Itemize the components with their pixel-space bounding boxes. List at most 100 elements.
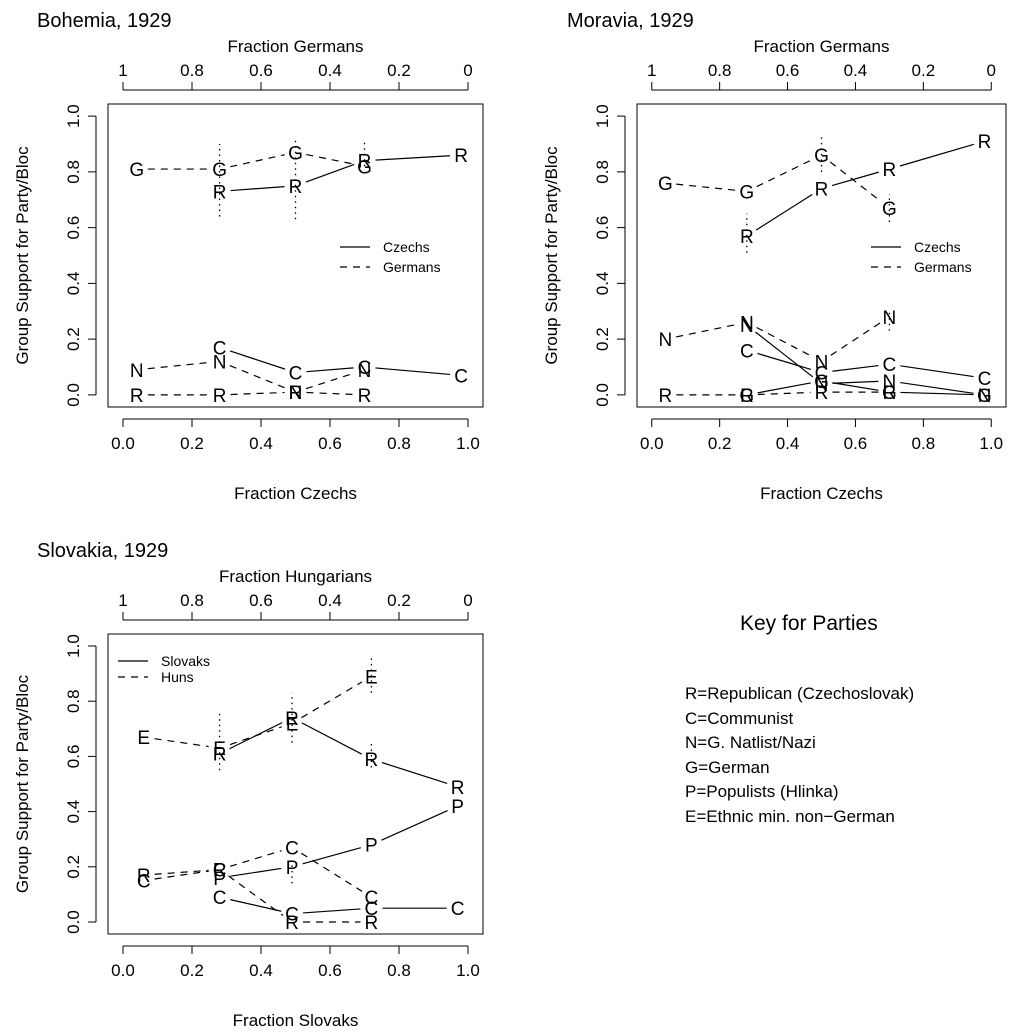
point-label-N: N: [815, 375, 829, 396]
y-tick-label: 1.0: [593, 104, 612, 128]
top-tick-label: 0.2: [387, 591, 411, 610]
party-key-item: P=Populists (Hlinka): [685, 782, 839, 801]
series-line-R: [301, 722, 362, 755]
y-tick-label: 0.2: [64, 327, 83, 351]
y-axis-label: Group Support for Party/Bloc: [13, 674, 32, 893]
point-label-G: G: [814, 372, 829, 393]
series-line-R: [757, 391, 811, 396]
series-line-R: [899, 143, 975, 167]
y-tick-label: 0.8: [593, 160, 612, 184]
x-tick-label: 0.2: [180, 961, 204, 980]
y-axis-label: Group Support for Party/Bloc: [542, 146, 561, 365]
point-label-C: C: [289, 364, 303, 385]
series-line-C: [900, 365, 974, 378]
point-label-R: R: [285, 709, 299, 730]
point-label-R: R: [815, 383, 829, 404]
chart-panel-0: Bohemia, 1929 0.0 0.2 0.4 0.6 0.8 1.0 Fraction …: [13, 10, 484, 503]
series-line-N: [305, 372, 355, 390]
series-line-R: [755, 193, 813, 231]
point-label-R: R: [658, 386, 672, 407]
point-label-C: C: [815, 364, 829, 385]
point-label-N: N: [740, 313, 754, 334]
top-axis-label: Fraction Hungarians: [219, 567, 372, 586]
point-label-G: G: [357, 157, 372, 178]
y-axis-label: Group Support for Party/Bloc: [13, 146, 32, 365]
plot-frame: [107, 633, 484, 935]
legend-label: Germans: [383, 259, 441, 275]
point-label-P: P: [213, 869, 226, 890]
x-tick-label: 0.0: [640, 434, 664, 453]
series-line-N: [229, 364, 286, 389]
series-line-N: [832, 380, 879, 384]
chart-panel-2: Slovakia, 1929 0.0 0.2 0.4 0.6 0.8 1.0 Fraction…: [13, 540, 484, 1030]
point-label-G: G: [129, 160, 144, 181]
y-tick-label: 1.0: [64, 104, 83, 128]
series-line-P: [230, 867, 282, 877]
top-tick-label: 0.6: [249, 591, 273, 610]
point-label-R: R: [740, 227, 754, 248]
top-tick-label: 0: [987, 61, 996, 80]
point-label-C: C: [451, 899, 465, 920]
legend-label: Germans: [914, 259, 972, 275]
top-tick-label: 0.4: [844, 61, 868, 80]
x-tick-label: 1.0: [979, 434, 1003, 453]
point-label-G: G: [288, 143, 303, 164]
series-line-N: [900, 381, 974, 394]
series-line-R: [831, 171, 879, 187]
party-key-item: R=Republican (Czechoslovak): [685, 684, 915, 703]
point-label-R: R: [130, 386, 144, 407]
series-line-N: [830, 322, 881, 356]
point-label-C: C: [883, 355, 897, 376]
point-label-R: R: [289, 177, 303, 198]
series-line-G: [900, 391, 974, 396]
plot-frame: [107, 103, 484, 408]
point-label-R: R: [358, 386, 372, 407]
y-tick-label: 0.8: [64, 689, 83, 713]
series-line-R: [305, 163, 355, 183]
legend-label: Czechs: [383, 239, 430, 255]
point-label-R: R: [289, 383, 303, 404]
series-line-C: [302, 908, 361, 914]
y-tick-label: 0.6: [64, 216, 83, 240]
series-line-C: [154, 870, 209, 880]
party-key-title: Key for Parties: [740, 612, 878, 635]
point-label-R: R: [137, 866, 151, 887]
point-label-R: R: [740, 386, 754, 407]
point-label-R: R: [365, 913, 379, 934]
point-label-N: N: [978, 386, 992, 407]
point-label-R: R: [978, 132, 992, 153]
top-tick-label: 0.8: [180, 61, 204, 80]
point-label-C: C: [740, 341, 754, 362]
series-line-P: [381, 810, 448, 841]
point-label-C: C: [137, 872, 151, 893]
top-axis-label: Fraction Germans: [227, 37, 363, 56]
y-tick-label: 0.2: [593, 327, 612, 351]
series-line-G: [676, 183, 736, 191]
x-tick-label: 0.6: [318, 434, 342, 453]
point-label-N: N: [358, 361, 372, 382]
point-label-E: E: [286, 714, 299, 735]
point-label-E: E: [137, 728, 150, 749]
series-line-C: [229, 350, 286, 370]
top-tick-label: 1: [118, 61, 127, 80]
point-label-C: C: [365, 899, 379, 920]
series-line-N: [755, 331, 814, 378]
x-tick-label: 0.8: [387, 961, 411, 980]
x-tick-label: 0.2: [708, 434, 732, 453]
x-axis-label: Fraction Czechs: [234, 484, 357, 503]
point-label-N: N: [883, 308, 897, 329]
x-tick-label: 0.4: [776, 434, 800, 453]
series-line-C: [832, 364, 879, 372]
point-label-R: R: [815, 180, 829, 201]
top-tick-label: 1: [118, 591, 127, 610]
top-axis-label: Fraction Germans: [753, 37, 889, 56]
x-tick-label: 0.4: [249, 434, 273, 453]
point-label-N: N: [740, 316, 754, 337]
chart-title: Bohemia, 1929: [37, 10, 172, 32]
point-label-G: G: [882, 383, 897, 404]
series-line-R: [154, 869, 209, 875]
top-tick-label: 0.8: [180, 591, 204, 610]
party-key-item: C=Communist: [685, 708, 794, 728]
series-line-G: [306, 153, 354, 165]
